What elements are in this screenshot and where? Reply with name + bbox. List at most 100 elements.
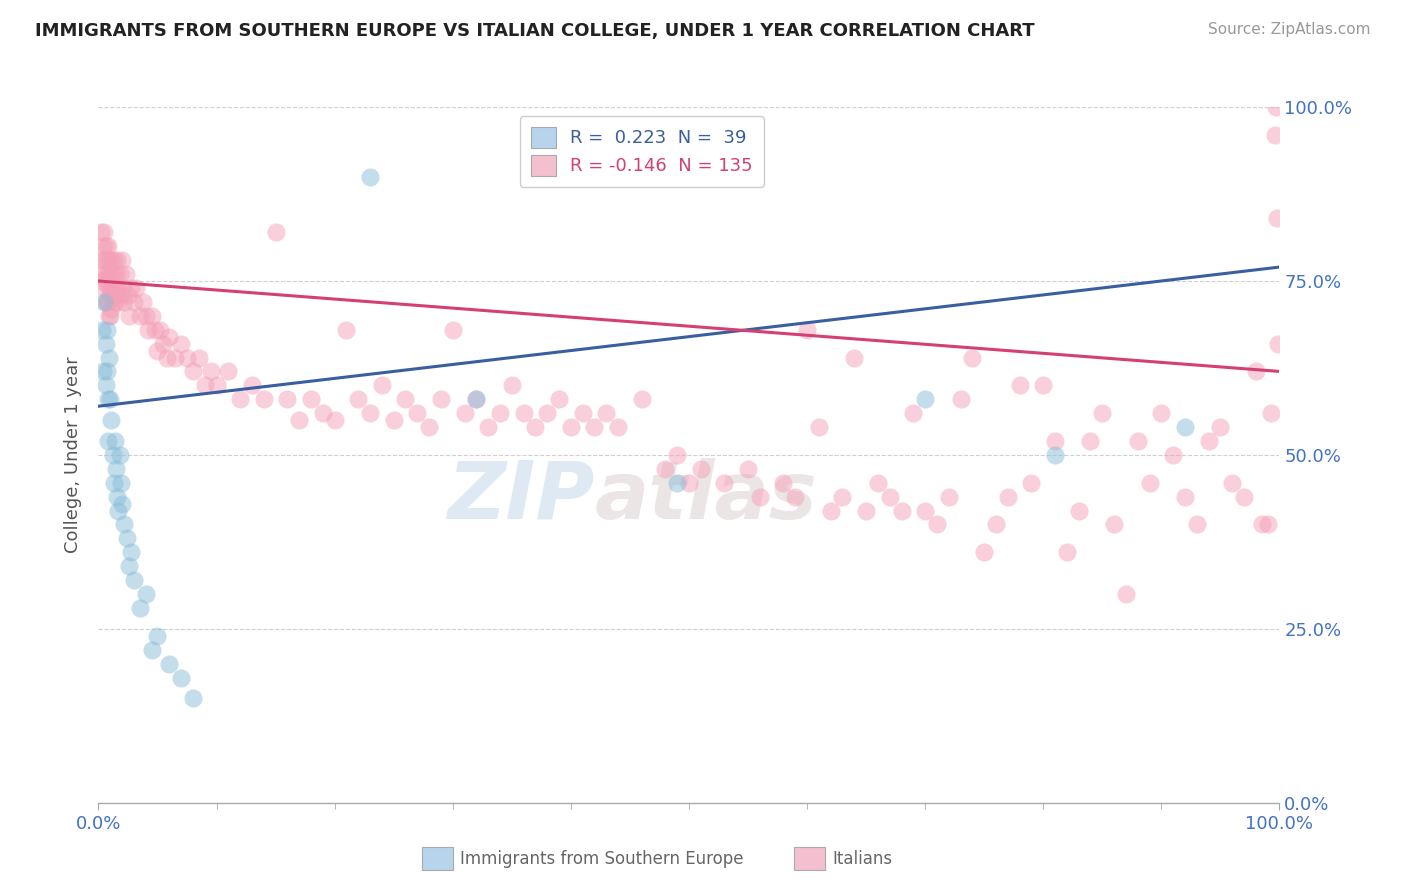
Point <box>108 448 131 462</box>
Text: atlas: atlas <box>595 458 817 536</box>
Point <box>118 309 141 323</box>
Point <box>94 336 117 351</box>
Point <box>1043 434 1066 448</box>
Point <box>820 503 842 517</box>
Point <box>98 253 121 268</box>
Point <box>149 323 172 337</box>
Point <box>217 364 239 378</box>
Point <box>299 392 322 407</box>
Point <box>128 601 150 615</box>
Point <box>949 392 972 407</box>
Point <box>1260 406 1282 420</box>
Point <box>97 434 120 448</box>
Point <box>96 253 118 268</box>
Point <box>1021 475 1043 490</box>
Point <box>1265 211 1288 226</box>
Point <box>785 490 807 504</box>
Point <box>93 253 115 268</box>
Point <box>91 364 114 378</box>
Point <box>111 497 134 511</box>
Point <box>312 406 335 420</box>
Point <box>890 503 912 517</box>
Point <box>176 351 198 365</box>
Point <box>335 323 357 337</box>
Point <box>1032 378 1054 392</box>
Point <box>135 587 157 601</box>
Point <box>200 364 222 378</box>
Text: ZIP: ZIP <box>447 458 595 536</box>
Point <box>91 323 114 337</box>
Point <box>107 294 129 309</box>
Point <box>465 392 488 407</box>
Point <box>114 267 136 281</box>
Point <box>1150 406 1173 420</box>
Point <box>240 378 263 392</box>
Point <box>630 392 652 407</box>
Point <box>371 378 394 392</box>
Point <box>1174 420 1197 434</box>
Point <box>96 323 118 337</box>
Point <box>108 267 131 281</box>
Point <box>105 267 128 281</box>
Point <box>441 323 464 337</box>
Point <box>94 378 117 392</box>
Point <box>121 545 143 559</box>
Point <box>1264 128 1286 142</box>
Point <box>91 274 114 288</box>
Point <box>1067 503 1090 517</box>
Point <box>1008 378 1031 392</box>
Point <box>112 294 135 309</box>
Point <box>1115 587 1137 601</box>
Point <box>157 657 180 671</box>
Point <box>101 267 124 281</box>
Point <box>807 420 830 434</box>
Point <box>524 420 547 434</box>
Point <box>666 448 689 462</box>
Point <box>121 281 143 295</box>
Point <box>938 490 960 504</box>
Point <box>477 420 499 434</box>
Point <box>110 288 132 302</box>
Text: Italians: Italians <box>832 849 893 868</box>
Point <box>984 517 1007 532</box>
Point <box>512 406 534 420</box>
Point <box>1091 406 1114 420</box>
Point <box>96 274 118 288</box>
Y-axis label: College, Under 1 year: College, Under 1 year <box>65 357 83 553</box>
Point <box>96 294 118 309</box>
Point <box>1209 420 1232 434</box>
Point <box>100 253 122 268</box>
Point <box>1185 517 1208 532</box>
Point <box>607 420 630 434</box>
Point <box>128 309 150 323</box>
Point <box>737 462 759 476</box>
Point <box>1174 490 1197 504</box>
Point <box>583 420 606 434</box>
Point <box>855 503 877 517</box>
Point <box>406 406 429 420</box>
Point <box>914 392 936 407</box>
Point <box>1267 336 1289 351</box>
Point <box>973 545 995 559</box>
Point <box>571 406 593 420</box>
Point <box>103 253 125 268</box>
Point <box>879 490 901 504</box>
Point <box>595 406 617 420</box>
Point <box>91 239 114 253</box>
Point <box>105 253 128 268</box>
Point <box>94 267 117 281</box>
Point <box>125 281 148 295</box>
Point <box>1102 517 1125 532</box>
Point <box>165 351 187 365</box>
Point <box>748 490 770 504</box>
Point <box>844 351 866 365</box>
Point <box>1080 434 1102 448</box>
Point <box>118 559 141 574</box>
Point <box>1056 545 1078 559</box>
Point <box>689 462 711 476</box>
Point <box>97 239 120 253</box>
Point <box>110 475 132 490</box>
Point <box>105 490 128 504</box>
Point <box>347 392 370 407</box>
Point <box>98 351 121 365</box>
